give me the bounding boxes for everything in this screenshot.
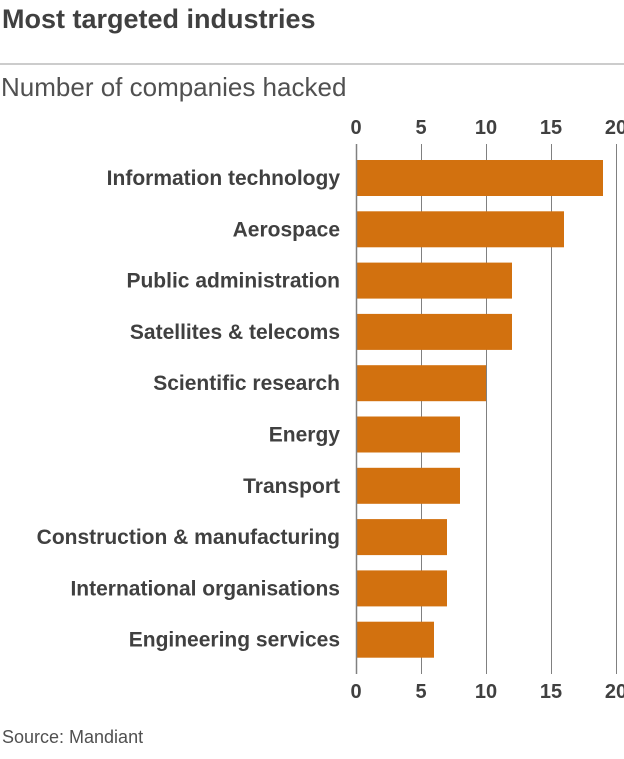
- category-label-1: Information technology: [107, 167, 341, 190]
- x-tick-top-5: 5: [415, 117, 426, 139]
- x-tick-top-15: 15: [540, 117, 562, 139]
- category-label-8: Construction & manufacturing: [37, 526, 340, 549]
- category-label-6: Energy: [269, 424, 341, 447]
- category-label-7: Transport: [243, 475, 340, 498]
- bar-3: [356, 262, 512, 299]
- category-label-9: International organisations: [70, 577, 340, 600]
- category-label-10: Engineering services: [129, 629, 340, 652]
- category-label-5: Scientific research: [153, 372, 340, 395]
- bar-8: [356, 519, 447, 556]
- bar-5: [356, 365, 486, 402]
- x-tick-bottom-0: 0: [350, 681, 361, 703]
- bar-4: [356, 313, 512, 350]
- x-tick-bottom-5: 5: [415, 681, 426, 703]
- x-tick-top-20: 20: [605, 117, 624, 139]
- bar-9: [356, 570, 447, 607]
- x-tick-top-0: 0: [350, 117, 361, 139]
- chart-subtitle: Number of companies hacked: [1, 72, 347, 102]
- bar-6: [356, 416, 460, 453]
- chart-title: Most targeted industries: [2, 4, 316, 34]
- bar-7: [356, 467, 460, 504]
- x-tick-bottom-20: 20: [605, 681, 624, 703]
- bar-10: [356, 621, 434, 658]
- bar-1: [356, 160, 603, 196]
- x-tick-bottom-10: 10: [475, 681, 497, 703]
- source-note: Source: Mandiant: [2, 727, 144, 747]
- x-tick-bottom-15: 15: [540, 681, 562, 703]
- title-divider: [0, 63, 624, 65]
- bar-2: [356, 211, 564, 248]
- category-label-2: Aerospace: [233, 218, 340, 241]
- x-tick-top-10: 10: [475, 117, 497, 139]
- category-label-3: Public administration: [126, 270, 340, 293]
- bar-chart: Information technology Aerospace Public ad…: [37, 117, 624, 703]
- category-label-4: Satellites & telecoms: [130, 321, 340, 344]
